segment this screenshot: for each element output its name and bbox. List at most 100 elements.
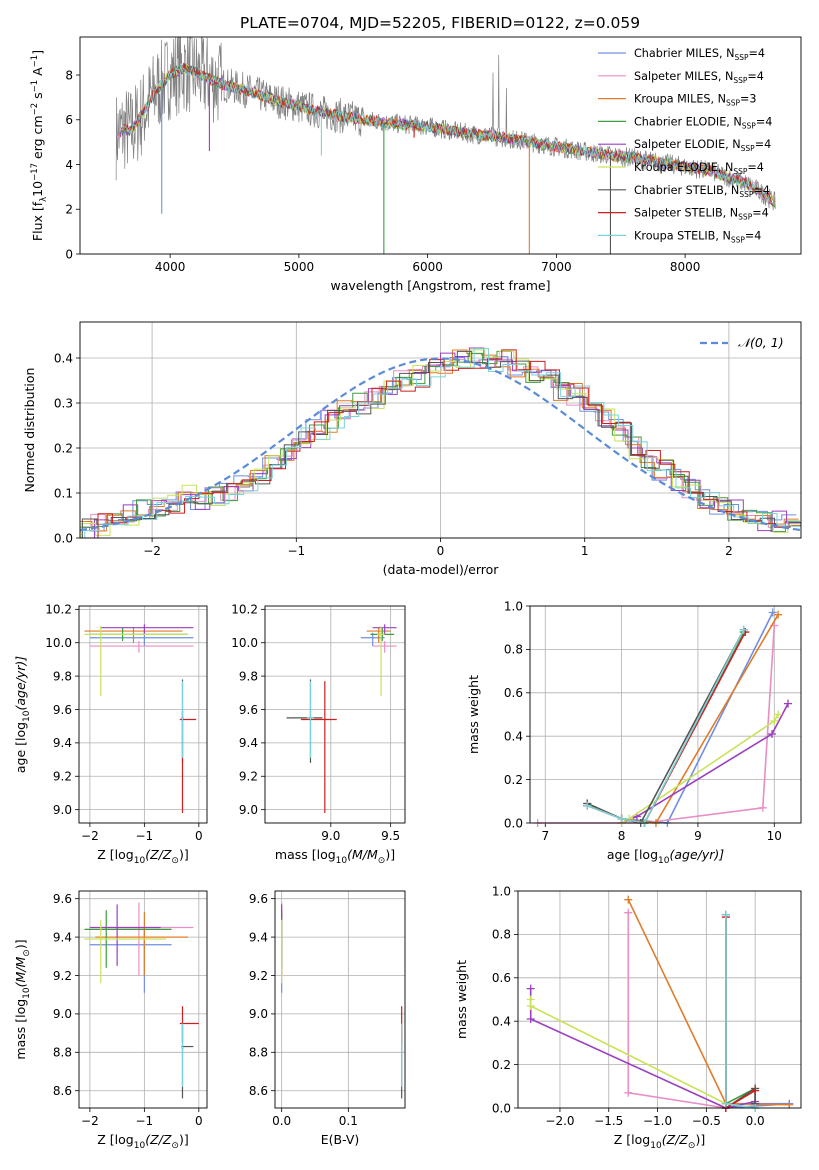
y-tick-label: 9.4 <box>239 736 258 750</box>
y-tick-label: 9.2 <box>53 770 72 784</box>
weight-marker <box>774 610 783 619</box>
y-tick-label: 9.2 <box>239 770 258 784</box>
age_vs_Z-panel: −2 −1 0 9.0 9.2 9.4 9.6 9.8 10.0 10.2 Z [log10(Z/Z… <box>13 603 208 866</box>
legend-label: Chabrier MILES, NSSP=4 <box>634 47 765 62</box>
x-tick-label: 2 <box>725 544 733 558</box>
x-tick-label: 8 <box>618 829 626 843</box>
histogram-step-line <box>81 350 801 538</box>
weight-marker <box>721 1099 730 1108</box>
x-axis-label: Z [log10(Z/Z⊙)] <box>614 1132 705 1151</box>
spectrum-model-line <box>124 63 775 206</box>
axes-frame <box>264 605 406 824</box>
histogram-step-line <box>80 349 801 538</box>
y-tick-label: 8.6 <box>53 1084 72 1098</box>
x-axis-label: Z [log10(Z/Z⊙)] <box>97 1132 188 1151</box>
y-tick-label: 0.2 <box>54 441 73 455</box>
weight-marker <box>721 910 730 919</box>
weight-marker <box>774 710 783 719</box>
axes-frame <box>517 890 802 1109</box>
y-tick-label: 9.6 <box>53 892 72 906</box>
y-axis-label: mass [log10(M/M⊙)] <box>13 939 32 1059</box>
mass_vs_ebv-panel: 0.0 0.1 8.6 8.8 9.0 9.2 9.4 9.6 E(B-V) <box>249 890 406 1147</box>
y-tick-label: 0.4 <box>504 730 523 744</box>
x-tick-label: −2 <box>143 544 161 558</box>
legend-label: Chabrier ELODIE, NSSP=4 <box>634 115 772 130</box>
x-tick-label: −2 <box>81 1114 99 1128</box>
weight-marker <box>625 814 634 823</box>
normal-curve <box>80 357 801 532</box>
y-axis-label: mass weight <box>466 675 481 754</box>
y-tick-label: 9.0 <box>53 803 72 817</box>
axes-frame <box>529 605 802 824</box>
weight-marker <box>767 730 776 739</box>
x-tick-label: 0.0 <box>272 1114 291 1128</box>
y-tick-label: 9.0 <box>249 1007 268 1021</box>
legend-label: Kroupa ELODIE, NSSP=4 <box>634 161 764 176</box>
y-tick-label: 9.4 <box>249 930 268 944</box>
legend-label: Kroupa MILES, NSSP=3 <box>634 93 757 108</box>
x-tick-label: 0 <box>195 829 203 843</box>
x-tick-label: 10 <box>767 829 782 843</box>
y-tick-label: 0.8 <box>492 928 511 942</box>
weight_vs_Z-panel: −2.0 −1.5 −1.0 −0.5 0.0 0.0 0.2 0.4 0.6 0.8 1.0 Z [… <box>454 884 802 1151</box>
y-tick-label: 0.2 <box>504 773 523 787</box>
y-tick-label: 0.0 <box>54 531 73 545</box>
legend-label: Salpeter STELIB, NSSP=4 <box>634 207 769 222</box>
x-tick-label: −1 <box>287 544 305 558</box>
x-tick-label: 0 <box>195 1114 203 1128</box>
y-tick-label: 0.4 <box>54 351 73 365</box>
y-tick-label: 8.6 <box>249 1084 268 1098</box>
y-tick-label: 8.8 <box>249 1046 268 1060</box>
y-tick-label: 4 <box>65 158 73 172</box>
y-tick-label: 10.0 <box>231 636 258 650</box>
y-tick-label: 9.2 <box>53 969 72 983</box>
histogram-step-line <box>80 350 800 533</box>
histogram-step-line <box>80 349 799 532</box>
weight-marker <box>617 814 626 823</box>
weight-marker <box>526 1002 535 1011</box>
weight-line <box>725 914 756 1110</box>
x-axis-label: E(B-V) <box>321 1132 360 1147</box>
x-tick-label: 9 <box>694 829 702 843</box>
y-tick-label: 2 <box>65 203 73 217</box>
weight-marker <box>784 699 793 708</box>
x-tick-label: 8000 <box>670 260 701 274</box>
y-tick-label: 9.0 <box>53 1007 72 1021</box>
weight-line <box>725 914 756 1109</box>
weight-marker <box>751 1086 760 1095</box>
x-axis-label: wavelength [Angstrom, rest frame] <box>330 278 550 293</box>
legend-label: Chabrier STELIB, NSSP=4 <box>634 184 770 199</box>
axes-frame <box>78 605 208 824</box>
x-tick-label: −1.0 <box>643 1114 672 1128</box>
y-tick-label: 0.4 <box>492 1015 511 1029</box>
weight-marker <box>739 625 748 634</box>
x-tick-label: 1 <box>581 544 589 558</box>
axes-frame <box>274 890 406 1109</box>
weight-marker <box>526 984 535 993</box>
histogram-step-line <box>84 348 801 538</box>
axes-frame <box>78 890 208 1109</box>
weight-marker <box>624 908 633 917</box>
x-tick-label: 5000 <box>284 260 315 274</box>
y-tick-label: 9.8 <box>53 669 72 683</box>
age_vs_mass-panel: 9.0 9.5 9.0 9.2 9.4 9.6 9.8 10.0 10.2 mass [log10… <box>231 603 406 866</box>
hist-plot-area <box>80 347 801 538</box>
weight-line <box>529 999 756 1109</box>
y-tick-label: 10.2 <box>45 603 72 617</box>
y-axis-label: Flux [fλ10−17 erg cm−2 s−1 A−1] <box>30 50 49 241</box>
x-tick-label: 6000 <box>412 260 443 274</box>
x-tick-label: −2 <box>81 829 99 843</box>
histogram-step-line <box>83 349 801 538</box>
x-tick-label: −0.5 <box>692 1114 721 1128</box>
x-tick-label: 0 <box>437 544 445 558</box>
x-tick-label: 9.5 <box>381 829 400 843</box>
weight-marker <box>583 801 592 810</box>
weight-marker <box>770 717 779 726</box>
x-axis-label: mass [log10(M/M⊙)] <box>275 847 395 866</box>
weight-line <box>725 914 790 1109</box>
weight-line <box>587 629 745 824</box>
y-tick-label: 0.6 <box>504 686 523 700</box>
y-tick-label: 9.6 <box>53 703 72 717</box>
x-tick-label: −1 <box>136 829 154 843</box>
